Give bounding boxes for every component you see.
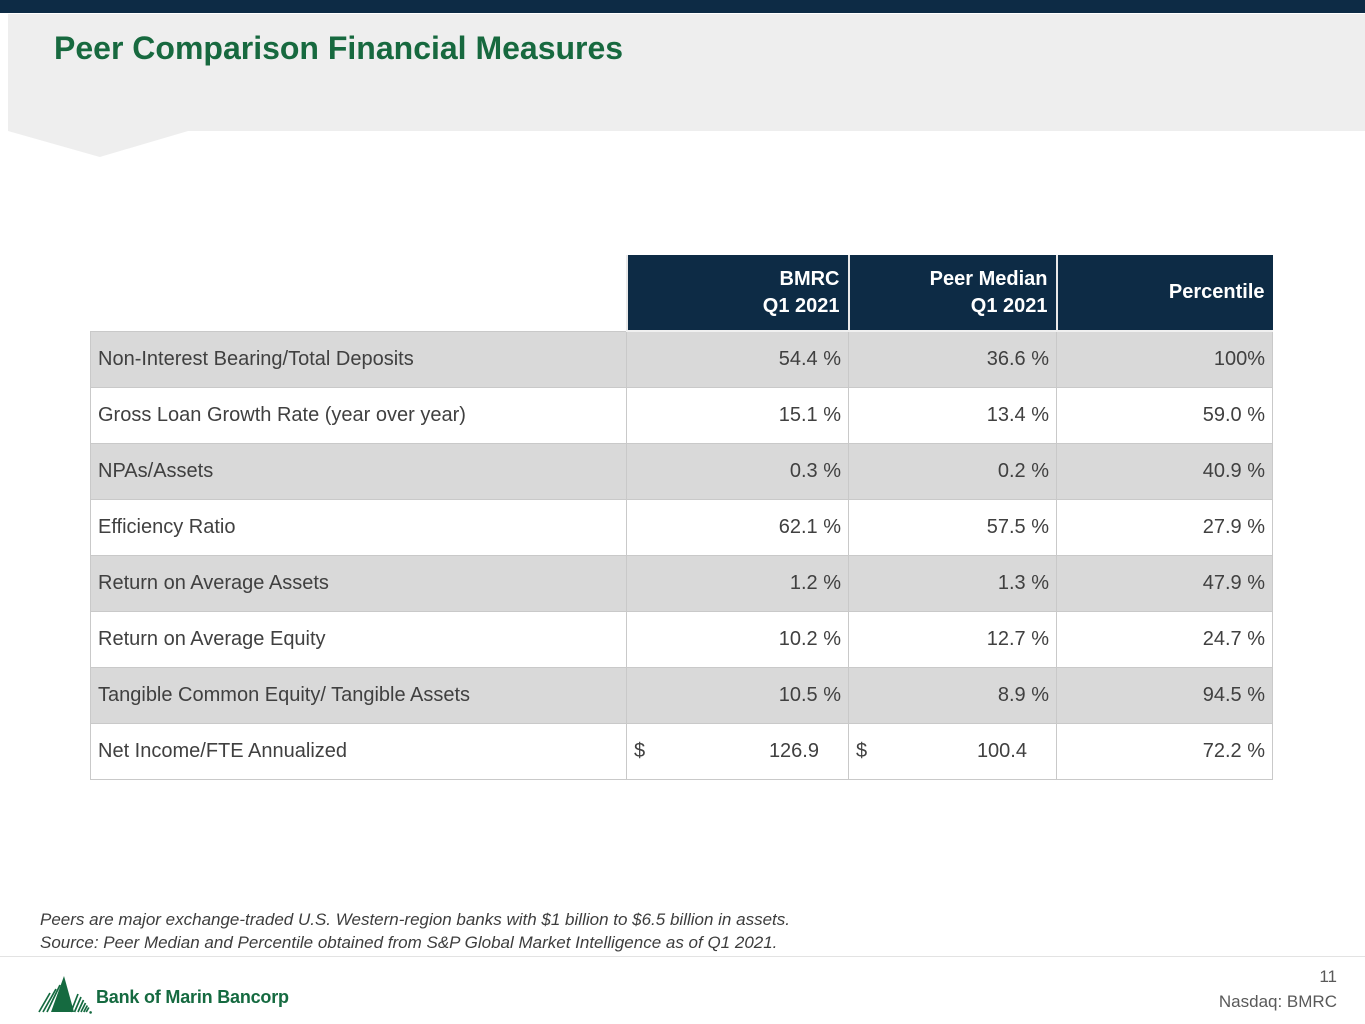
title-band — [8, 14, 1365, 131]
value-cell: 59.0 % — [1056, 386, 1273, 444]
value-cell: 47.9 % — [1056, 554, 1273, 612]
metric-label: Non-Interest Bearing/Total Deposits — [90, 330, 627, 388]
value-text: 36.6 % — [986, 347, 1049, 370]
value-cell: 57.5 % — [848, 498, 1057, 556]
value-text: 1.3 % — [997, 571, 1049, 594]
logo-text: Bank of Marin Bancorp — [96, 987, 289, 1007]
table-row: Tangible Common Equity/ Tangible Assets 1… — [90, 666, 1273, 724]
top-accent-bar — [0, 0, 1365, 13]
currency-prefix: $ — [634, 739, 646, 762]
peer-comparison-table: BMRC Q1 2021 Peer Median Q1 2021 Percent… — [90, 255, 1273, 780]
value-cell: 8.9 % — [848, 666, 1057, 724]
value-text: 27.9 % — [1202, 515, 1265, 538]
value-text: 0.3 % — [789, 459, 841, 482]
value-text: 10.5 % — [778, 683, 841, 706]
value-text: 40.9 % — [1202, 459, 1265, 482]
value-cell: 62.1 % — [626, 498, 849, 556]
table-body: Non-Interest Bearing/Total Deposits 54.4 … — [90, 330, 1273, 780]
metric-label: Gross Loan Growth Rate (year over year) — [90, 386, 627, 444]
header-spacer-cell — [91, 255, 627, 331]
bank-of-marin-logo: Bank of Marin Bancorp — [38, 972, 289, 1014]
metric-label: Return on Average Equity — [90, 610, 627, 668]
metric-label: Tangible Common Equity/ Tangible Assets — [90, 666, 627, 724]
value-cell: 36.6 % — [848, 330, 1057, 388]
value-cell: $126.9 — [626, 722, 849, 780]
peer-comparison-table-wrap: BMRC Q1 2021 Peer Median Q1 2021 Percent… — [90, 255, 1273, 780]
value-text: 13.4 % — [986, 403, 1049, 426]
column-header-peer-median: Peer Median Q1 2021 — [847, 255, 1057, 332]
table-row: NPAs/Assets 0.3 % 0.2 % 40.9 % — [90, 442, 1273, 500]
value-cell: 12.7 % — [848, 610, 1057, 668]
column-header-percentile-label: Percentile — [1168, 281, 1265, 304]
column-header-peer-median-label: Peer Median Q1 2021 — [929, 268, 1048, 317]
footnote-peers: Peers are major exchange-traded U.S. Wes… — [40, 910, 790, 929]
page-number: 11 — [1319, 967, 1337, 986]
table-header: BMRC Q1 2021 Peer Median Q1 2021 Percent… — [91, 255, 1273, 332]
value-cell: 0.2 % — [848, 442, 1057, 500]
value-cell: 1.2 % — [626, 554, 849, 612]
column-header-bmrc: BMRC Q1 2021 — [625, 255, 849, 332]
currency-prefix: $ — [856, 739, 868, 762]
ticker-label: Nasdaq: BMRC — [1218, 992, 1337, 1011]
value-text: 59.0 % — [1202, 403, 1265, 426]
value-cell: 10.2 % — [626, 610, 849, 668]
value-cell: 15.1 % — [626, 386, 849, 444]
metric-label: Return on Average Assets — [90, 554, 627, 612]
mountain-logo-icon — [38, 976, 92, 1014]
value-text: 72.2 % — [1202, 739, 1265, 762]
value-text: 94.5 % — [1202, 683, 1265, 706]
value-text: 10.2 % — [778, 627, 841, 650]
value-text: 15.1 % — [778, 403, 841, 426]
value-cell: 94.5 % — [1056, 666, 1273, 724]
metric-label: Net Income/FTE Annualized — [90, 722, 627, 780]
table-row: Return on Average Equity 10.2 % 12.7 % 24.7… — [90, 610, 1273, 668]
value-text: 100.4 — [976, 739, 1027, 762]
value-cell: 13.4 % — [848, 386, 1057, 444]
value-cell: 27.9 % — [1056, 498, 1273, 556]
value-text: 62.1 % — [778, 515, 841, 538]
value-text: 8.9 % — [997, 683, 1049, 706]
table-row: Gross Loan Growth Rate (year over year) 1… — [90, 386, 1273, 444]
value-text: 126.9 — [768, 739, 819, 762]
title-band-notch — [8, 131, 188, 157]
value-cell: 54.4 % — [626, 330, 849, 388]
value-cell: 0.3 % — [626, 442, 849, 500]
footnote-source: Source: Peer Median and Percentile obtai… — [40, 933, 778, 952]
value-text: 57.5 % — [986, 515, 1049, 538]
footer-divider — [0, 956, 1365, 957]
value-text: 0.2 % — [997, 459, 1049, 482]
table-row: Non-Interest Bearing/Total Deposits 54.4 … — [90, 330, 1273, 388]
value-text: 54.4 % — [778, 347, 841, 370]
table-row: Net Income/FTE Annualized $126.9 $100.4 72.… — [90, 722, 1273, 780]
value-text: 12.7 % — [986, 627, 1049, 650]
value-cell: 1.3 % — [848, 554, 1057, 612]
page-title: Peer Comparison Financial Measures — [54, 30, 624, 66]
column-header-percentile: Percentile — [1055, 255, 1273, 332]
table-row: Efficiency Ratio 62.1 % 57.5 % 27.9 % — [90, 498, 1273, 556]
table-row: Return on Average Assets 1.2 % 1.3 % 47.9 % — [90, 554, 1273, 612]
value-text: 100% — [1213, 347, 1265, 370]
column-header-bmrc-label: BMRC Q1 2021 — [762, 268, 840, 317]
value-cell: 10.5 % — [626, 666, 849, 724]
footer-right: 11 Nasdaq: BMRC — [1219, 964, 1337, 1014]
value-cell: $100.4 — [848, 722, 1057, 780]
value-cell: 72.2 % — [1056, 722, 1273, 780]
footnotes: Peers are major exchange-traded U.S. Wes… — [40, 908, 790, 954]
value-cell: 100% — [1056, 330, 1273, 388]
metric-label: NPAs/Assets — [90, 442, 627, 500]
value-cell: 24.7 % — [1056, 610, 1273, 668]
value-text: 1.2 % — [789, 571, 841, 594]
value-text: 47.9 % — [1202, 571, 1265, 594]
value-cell: 40.9 % — [1056, 442, 1273, 500]
value-text: 24.7 % — [1202, 627, 1265, 650]
metric-label: Efficiency Ratio — [90, 498, 627, 556]
